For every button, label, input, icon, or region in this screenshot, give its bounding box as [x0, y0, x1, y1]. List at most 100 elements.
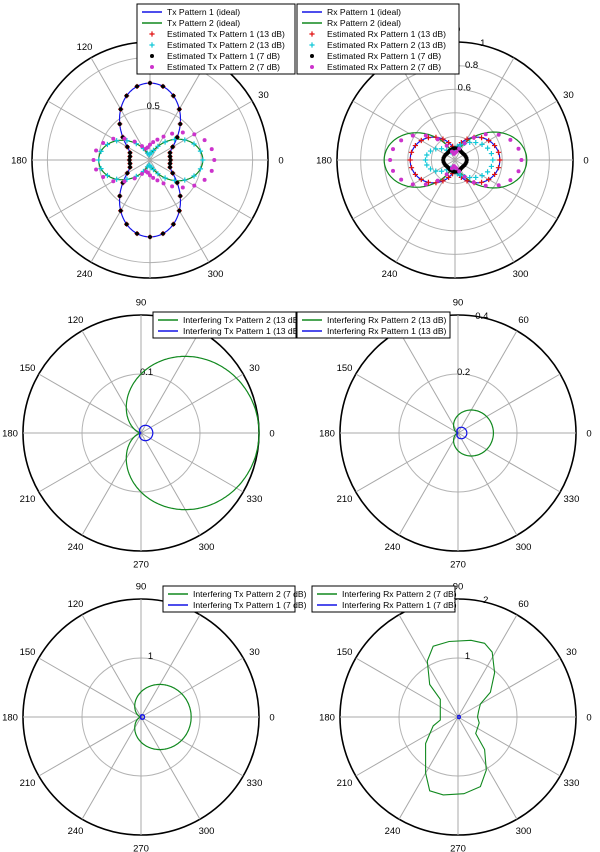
series-marker [167, 150, 172, 155]
series-marker [94, 167, 99, 172]
radial-tick-label: 0.6 [458, 83, 471, 94]
angle-tick-label: 330 [247, 494, 263, 505]
series-marker [111, 179, 116, 184]
polar-chart-1: 030901201802403000.51Tx Pattern 1 (ideal… [11, 3, 296, 280]
series-marker [171, 136, 178, 143]
legend-entry-label: Estimated Tx Pattern 1 (7 dB) [167, 51, 280, 61]
angle-tick-label: 60 [518, 315, 529, 326]
series-marker [145, 170, 150, 175]
series-marker [435, 137, 440, 142]
polar-spoke [81, 614, 142, 718]
series-marker [127, 154, 132, 159]
series-marker [457, 146, 462, 151]
series-marker [209, 147, 214, 152]
series-marker [519, 158, 524, 162]
series-line [457, 714, 461, 720]
series-marker [182, 137, 188, 143]
series-marker [473, 174, 479, 181]
series-marker [478, 179, 485, 185]
series-marker [399, 177, 404, 182]
legend-entry-label: Estimated Rx Pattern 1 (13 dB) [327, 29, 446, 39]
radial-tick-label: 1 [480, 38, 485, 49]
angle-tick-label: 330 [564, 494, 580, 505]
series-marker [101, 175, 106, 180]
series-marker [200, 157, 206, 163]
legend-entry-label: Interfering Tx Pattern 1 (7 dB) [193, 600, 307, 610]
radial-tick-label: 0.2 [457, 367, 470, 378]
series-marker [98, 148, 104, 154]
series-marker [118, 208, 123, 213]
series-marker [128, 165, 133, 170]
legend-swatch [150, 65, 154, 69]
series-5 [117, 81, 183, 239]
series-marker [135, 84, 140, 89]
series-marker [192, 132, 197, 137]
series-marker [446, 174, 452, 181]
angle-tick-label: 270 [133, 844, 149, 852]
series-marker [495, 165, 502, 171]
series-marker [125, 144, 130, 149]
legend-entry-label: Interfering Tx Pattern 2 (13 dB) [183, 315, 301, 325]
series-marker [457, 172, 464, 178]
series-2 [138, 424, 154, 442]
legend-entry-label: Estimated Rx Pattern 2 (13 dB) [327, 40, 446, 50]
series-marker [139, 144, 144, 149]
angle-tick-label: 240 [385, 826, 401, 837]
series-marker [170, 171, 175, 176]
series-marker [191, 173, 197, 179]
angle-tick-label: 180 [2, 713, 18, 724]
polar-spoke [355, 657, 459, 718]
series-marker [144, 150, 151, 156]
angle-tick-label: 210 [20, 778, 36, 789]
angle-tick-label: 240 [385, 542, 401, 553]
polar-spoke [457, 657, 561, 718]
series-line [456, 426, 468, 440]
polar-spoke [457, 716, 561, 777]
polar-spoke [140, 614, 201, 718]
series-marker [425, 135, 432, 141]
legend: Rx Pattern 1 (ideal)Rx Pattern 2 (ideal)… [296, 3, 460, 75]
angle-tick-label: 180 [2, 429, 18, 440]
angle-tick-label: 120 [68, 599, 84, 610]
series-marker [170, 144, 175, 149]
legend-entry-label: Tx Pattern 2 (ideal) [167, 18, 240, 28]
series-marker [171, 177, 178, 184]
series-marker [191, 141, 197, 147]
series-marker [124, 93, 129, 98]
legend-entry-label: Tx Pattern 1 (ideal) [167, 7, 240, 17]
polar-spoke [38, 373, 142, 434]
angle-tick-label: 240 [382, 269, 398, 280]
series-marker [496, 183, 501, 188]
series-marker [433, 146, 439, 152]
series-marker [197, 166, 204, 172]
angle-tick-label: 240 [77, 269, 93, 280]
polar-spoke [457, 373, 561, 434]
polar-spoke [457, 716, 518, 820]
series-marker [486, 176, 492, 183]
series-marker [150, 166, 157, 173]
series-marker [484, 169, 491, 175]
series-marker [155, 143, 161, 149]
angle-tick-label: 180 [319, 713, 335, 724]
series-marker [124, 176, 130, 182]
series-6 [388, 132, 524, 188]
series-marker [202, 177, 207, 182]
series-marker [127, 161, 132, 166]
series-marker [151, 175, 156, 180]
series-marker [132, 139, 137, 144]
series-marker [478, 135, 485, 141]
series-marker [457, 142, 464, 148]
series-marker [449, 149, 454, 154]
series-marker [418, 176, 424, 183]
series-marker [94, 148, 99, 153]
series-6 [91, 130, 217, 190]
series-marker [467, 174, 473, 181]
series-marker [496, 132, 501, 137]
angle-tick-label: 300 [199, 826, 215, 837]
series-marker [516, 169, 521, 174]
series-marker [433, 168, 439, 174]
series-marker [444, 143, 449, 148]
polar-spoke [398, 330, 459, 434]
legend-entry-label: Interfering Rx Pattern 1 (13 dB) [327, 326, 447, 336]
series-marker [484, 145, 491, 151]
